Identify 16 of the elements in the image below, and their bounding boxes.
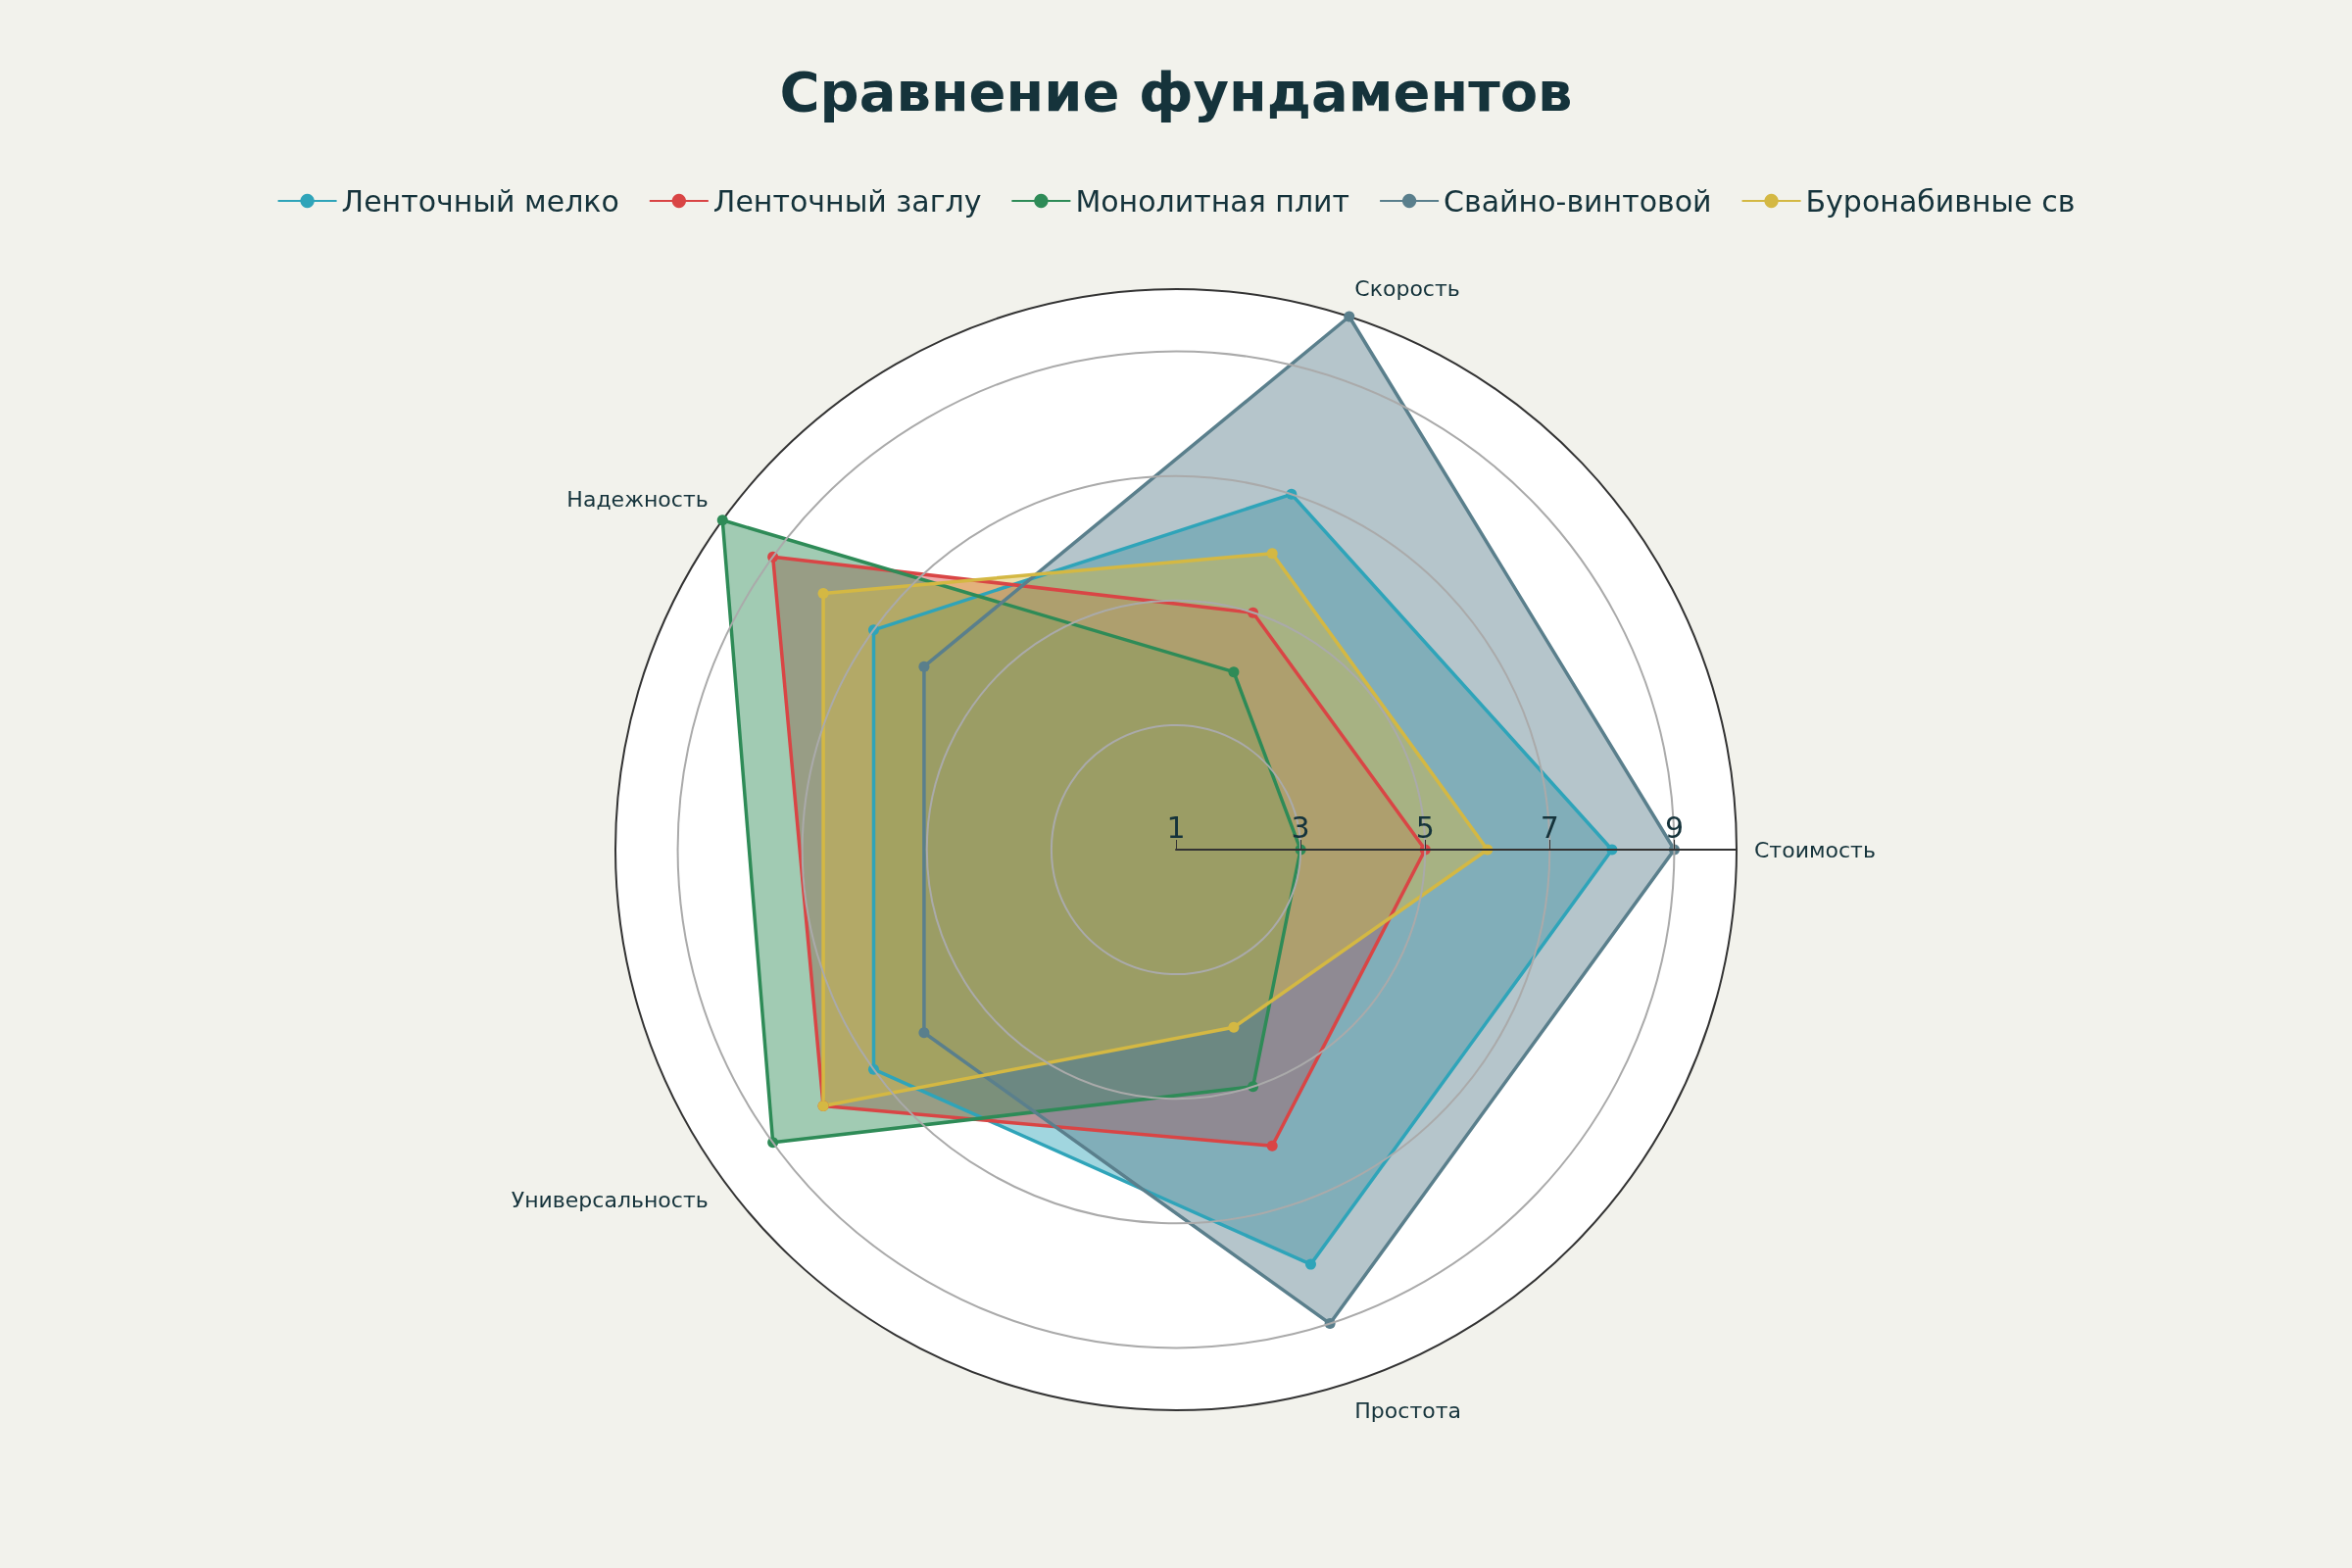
y-tick-label: 3 [1291, 809, 1310, 845]
y-tick-label: 9 [1664, 809, 1684, 845]
spoke-label: Скорость [1354, 276, 1460, 302]
legend-label: Буронабивные св [1805, 183, 2076, 219]
legend-label: Ленточный заглу [712, 183, 982, 219]
spoke-label: Надежность [566, 486, 709, 512]
legend-label: Свайно-винтовой [1444, 183, 1712, 219]
spoke-label: Стоимость [1754, 837, 1876, 862]
y-tick-label: 7 [1540, 809, 1559, 845]
spoke-label: Простота [1354, 1397, 1461, 1423]
y-tick-label: 1 [1166, 809, 1186, 845]
chart-title: Сравнение фундаментов [779, 59, 1573, 123]
y-tick-label: 5 [1415, 809, 1435, 845]
legend-label: Монолитная плит [1075, 183, 1350, 219]
legend-label: Ленточный мелко [341, 183, 619, 219]
spoke-label: Универсальность [511, 1188, 709, 1213]
